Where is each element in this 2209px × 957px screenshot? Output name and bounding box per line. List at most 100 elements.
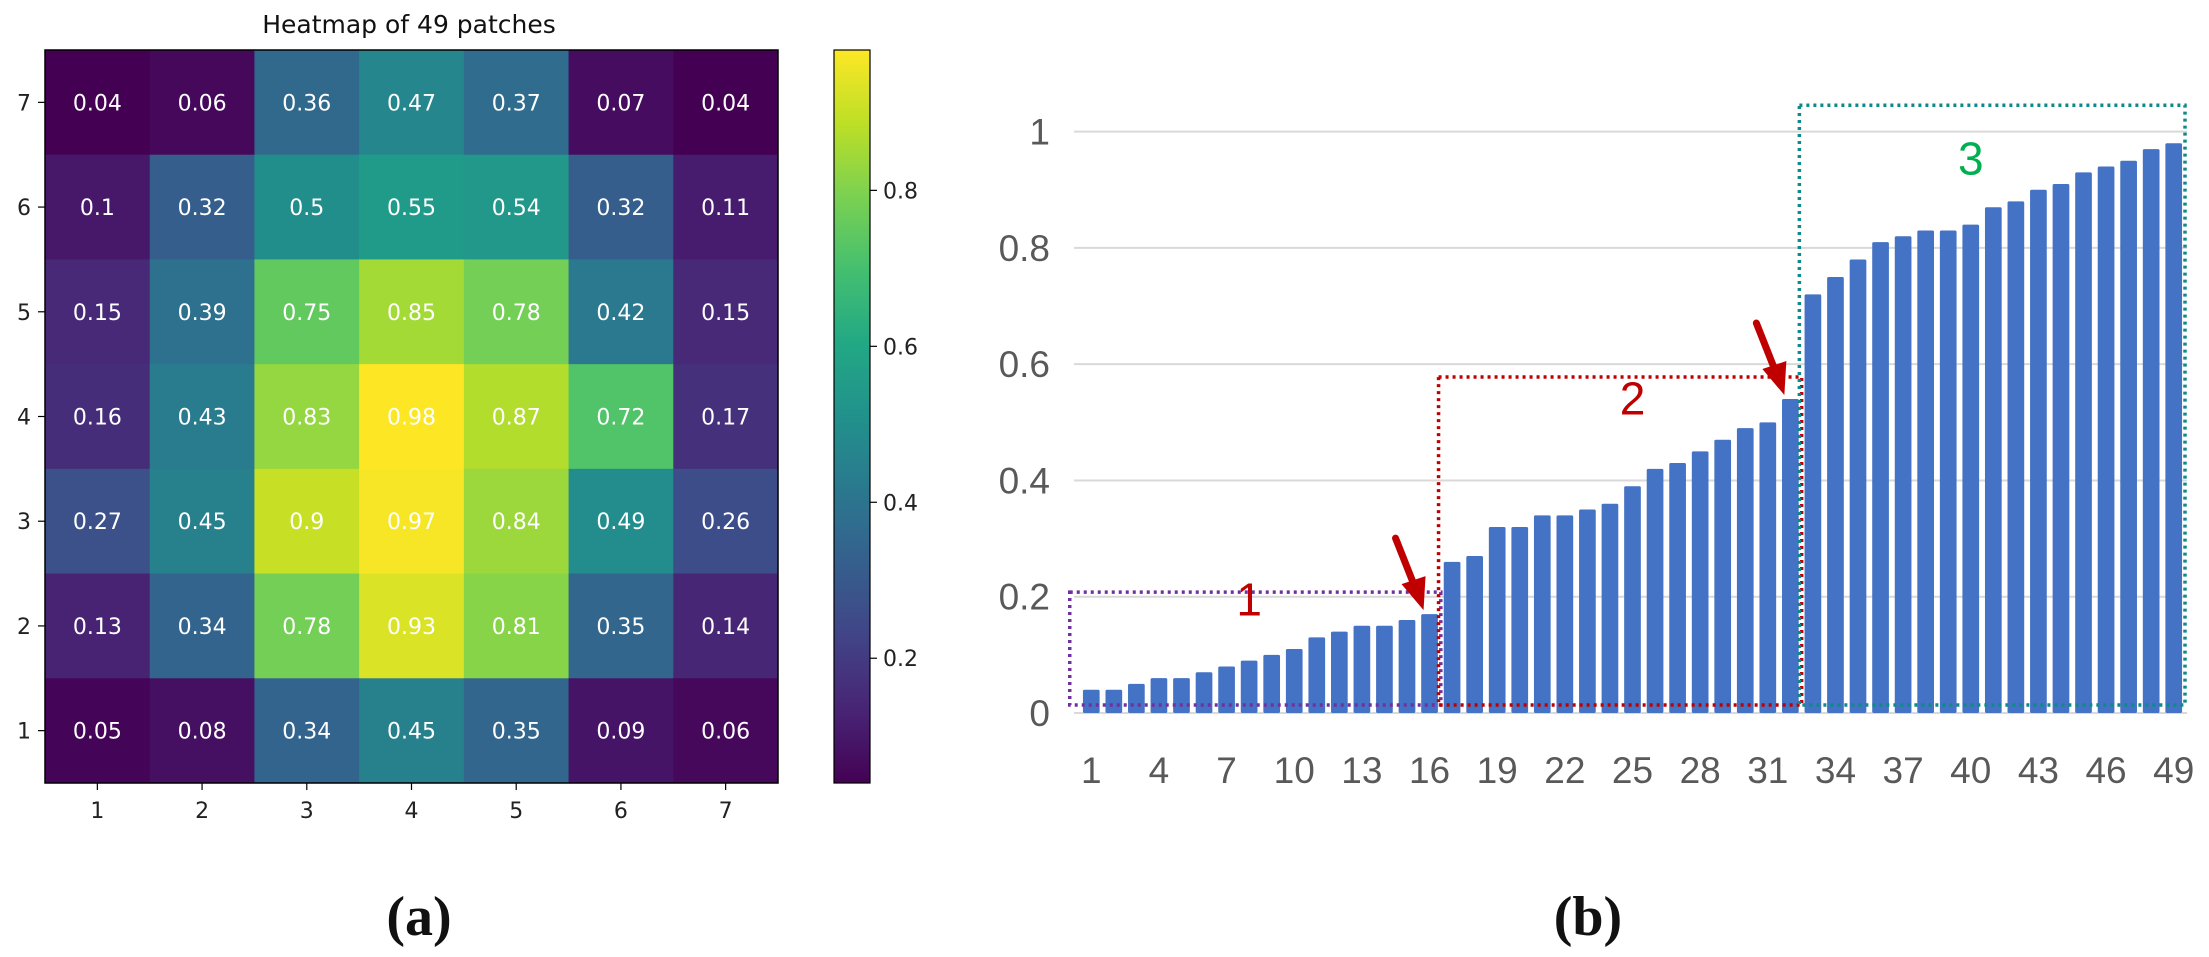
heatmap-cell xyxy=(45,50,151,156)
bar xyxy=(2030,189,2047,713)
bar xyxy=(1466,556,1483,713)
heatmap-cell-label: 0.87 xyxy=(492,406,541,431)
heatmap-cell-label: 0.45 xyxy=(387,720,436,745)
arrow-head xyxy=(1762,361,1787,396)
bar xyxy=(1939,230,1957,713)
heatmap-y-axis: 7 6 5 4 3 2 1 xyxy=(17,91,45,745)
arrow-shaft xyxy=(1752,319,1779,375)
heatmap-cell xyxy=(568,678,674,784)
heatmap-y-tick-label: 5 xyxy=(17,301,31,326)
bar xyxy=(2165,143,2183,714)
bar-panel: 00.20.40.60.81 1 4 7 10 13 16 19 22 25 28 31 34 37 40… xyxy=(999,103,2194,948)
bar xyxy=(1128,683,1145,713)
heatmap-cell-label: 0.32 xyxy=(178,196,227,221)
group-box-1 xyxy=(1067,590,1443,707)
heatmap-cell-label: 0.98 xyxy=(387,406,436,431)
heatmap-cell xyxy=(359,259,465,365)
group-label-3: 3 xyxy=(1958,133,1984,185)
heatmap-cell-label: 0.81 xyxy=(492,615,541,640)
bar xyxy=(1105,689,1123,713)
heatmap-cell xyxy=(45,364,151,470)
bar-x-tick-label: 49 xyxy=(2153,750,2194,791)
heatmap-cell xyxy=(463,259,570,365)
heatmap-cell xyxy=(45,678,151,784)
heatmap-cell-label: 0.93 xyxy=(387,615,436,640)
bar-x-tick-label: 46 xyxy=(2085,750,2126,791)
heatmap-y-tick-label: 7 xyxy=(17,91,31,116)
heatmap-cell-label: 0.14 xyxy=(701,615,750,640)
heatmap-cell xyxy=(149,154,255,260)
heatmap-cell xyxy=(463,364,570,470)
bar-x-tick-label: 28 xyxy=(1680,750,1721,791)
bar-y-tick-label: 1 xyxy=(1029,112,1050,153)
heatmap-cell-label: 0.27 xyxy=(73,510,122,535)
bar-series xyxy=(1082,143,2183,714)
bar xyxy=(1263,654,1281,713)
bar xyxy=(1353,625,1371,713)
bar xyxy=(1398,619,1416,713)
heatmap-cell-label: 0.42 xyxy=(596,301,645,326)
bar-y-tick-label: 0.4 xyxy=(999,460,1050,501)
bar xyxy=(1218,666,1235,713)
heatmap-y-tick-label: 4 xyxy=(17,406,31,431)
bar xyxy=(1646,468,1664,713)
bar xyxy=(2120,160,2137,714)
bar-x-tick-label: 13 xyxy=(1341,750,1382,791)
heatmap-x-axis: 1 2 3 4 5 6 7 xyxy=(90,783,733,824)
heatmap-cell-label: 0.75 xyxy=(282,301,331,326)
colorbar-tick-label: 0.4 xyxy=(883,491,918,516)
bar xyxy=(2075,172,2092,713)
bar xyxy=(1872,242,1889,713)
colorbar-gradient xyxy=(833,49,871,784)
bar xyxy=(1579,509,1596,713)
heatmap-cell xyxy=(568,154,674,260)
heatmap-cell-label: 0.49 xyxy=(596,510,645,535)
heatmap-y-tick-label: 3 xyxy=(17,510,31,535)
heatmap-cell xyxy=(568,364,674,470)
group-boxes: 1 2 3 xyxy=(1067,103,2187,707)
bar-x-tick-label: 31 xyxy=(1747,750,1788,791)
bar xyxy=(1082,689,1100,713)
group-label-2: 2 xyxy=(1620,372,1646,424)
bar xyxy=(1511,526,1529,713)
bar xyxy=(1984,207,2002,714)
heatmap-cell-label: 0.08 xyxy=(178,720,227,745)
heatmap-cell xyxy=(149,468,255,575)
bar-x-tick-label: 16 xyxy=(1409,750,1450,791)
bar-x-tick-label: 43 xyxy=(2018,750,2059,791)
heatmap-cell-label: 0.06 xyxy=(701,720,750,745)
heatmap-cell-label: 0.15 xyxy=(73,301,122,326)
bar xyxy=(1285,649,1303,713)
bar xyxy=(1443,561,1461,713)
heatmap-cell-label: 0.35 xyxy=(596,615,645,640)
bar-x-tick-label: 34 xyxy=(1815,750,1856,791)
colorbar-tick-label: 0.6 xyxy=(883,335,918,360)
bar xyxy=(1736,428,1754,713)
heatmap-cell-label: 0.13 xyxy=(73,615,122,640)
heatmap-cell-label: 0.15 xyxy=(701,301,750,326)
bar-y-tick-label: 0.6 xyxy=(999,344,1050,385)
bar-x-tick-label: 22 xyxy=(1544,750,1585,791)
bar-y-tick-label: 0.2 xyxy=(999,577,1050,618)
heatmap-x-tick-label: 2 xyxy=(195,799,209,824)
heatmap-cell xyxy=(673,259,779,365)
heatmap-x-tick-label: 7 xyxy=(719,799,733,824)
heatmap-cell-label: 0.04 xyxy=(701,91,750,116)
heatmap-cell xyxy=(45,154,151,260)
heatmap-cell xyxy=(359,678,465,784)
heatmap-cell xyxy=(149,678,255,784)
heatmap-cell xyxy=(359,468,465,575)
heatmap-cell xyxy=(673,468,779,575)
heatmap-y-tick-label: 1 xyxy=(17,720,31,745)
bar xyxy=(1917,230,1935,713)
arrow-shaft xyxy=(1392,534,1419,590)
group-label-1: 1 xyxy=(1236,574,1262,626)
heatmap-cell xyxy=(359,573,465,679)
colorbar: 0.2 0.4 0.6 0.8 xyxy=(833,49,918,784)
heatmap-cell-label: 0.83 xyxy=(282,406,331,431)
heatmap-cell xyxy=(45,573,151,679)
heatmap-cell-label: 0.11 xyxy=(701,196,750,221)
heatmap-cell xyxy=(463,573,570,679)
bar xyxy=(1195,672,1213,713)
heatmap-cell xyxy=(673,154,779,260)
